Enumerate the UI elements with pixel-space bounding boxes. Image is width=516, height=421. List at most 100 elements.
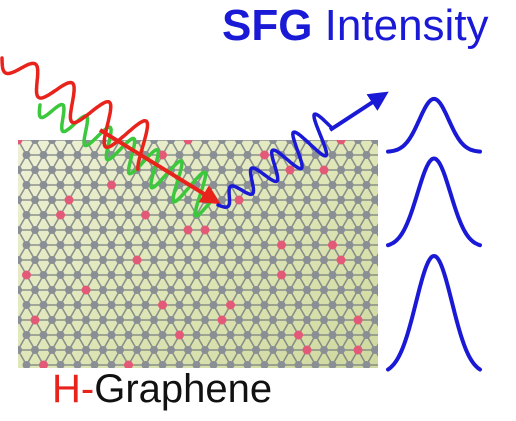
carbon-atom [133,316,141,324]
carbon-atom [303,196,311,204]
carbon-atom [56,301,65,309]
visible-beam-icon [0,56,150,172]
carbon-atom [388,136,396,144]
carbon-atom [252,316,260,324]
carbon-atom [124,331,133,339]
carbon-atom [260,331,269,339]
carbon-atom [345,271,354,279]
label-prefix: H- [52,367,95,411]
carbon-atom [184,346,192,354]
carbon-atom [150,140,158,144]
carbon-atom [107,301,116,309]
carbon-atom [192,271,201,279]
carbon-atom [337,226,345,234]
carbon-atom [65,226,73,234]
carbon-atom [201,140,209,144]
carbon-atom [39,331,48,339]
carbon-atom [184,196,192,204]
carbon-atom [73,271,82,279]
carbon-atom [388,166,396,174]
carbon-atom [48,256,56,264]
carbon-atom [337,166,345,174]
carbon-atom [90,181,99,189]
carbon-atom [116,316,124,324]
carbon-atom [294,301,303,309]
carbon-atom [286,196,294,204]
carbon-atom [31,256,39,264]
carbon-atom [73,151,82,159]
carbon-atom [320,196,328,204]
carbon-atom [39,181,48,189]
carbon-atom [286,376,294,384]
carbon-atom [73,181,82,189]
carbon-atom [18,316,22,324]
carbon-atom [328,331,337,339]
carbon-atom [90,241,99,249]
hydrogen-atom [81,285,91,295]
carbon-atom [65,286,73,294]
carbon-atom [133,196,141,204]
carbon-atom [397,241,405,249]
carbon-atom [184,166,192,174]
carbon-atom [141,361,150,368]
carbon-atom [380,271,388,279]
carbon-atom [243,241,252,249]
label-suffix: Graphene [94,367,273,411]
carbon-atom [252,196,260,204]
sfg-beam-arrow-icon [328,91,389,132]
carbon-atom [286,226,294,234]
carbon-atom [277,331,286,339]
sfg-intensity-peaks [386,96,482,372]
carbon-atom [371,286,378,294]
carbon-atom [269,140,277,144]
carbon-atom [260,361,269,368]
carbon-atom [56,331,65,339]
carbon-atom [82,196,90,204]
carbon-atom [22,331,31,339]
carbon-atom [133,226,141,234]
carbon-atom [328,301,337,309]
carbon-atom [175,151,184,159]
carbon-atom [345,361,354,368]
carbon-atom [82,256,90,264]
carbon-atom [48,196,56,204]
carbon-atom [354,256,362,264]
carbon-atom [18,286,22,294]
carbon-atom [397,301,405,309]
carbon-atom [184,256,192,264]
carbon-atom [371,196,378,204]
carbon-atom [362,211,371,219]
hydrogen-atom [319,165,329,175]
carbon-atom [311,241,320,249]
carbon-atom [277,301,286,309]
carbon-atom [39,241,48,249]
carbon-atom [260,301,269,309]
carbon-atom [209,361,218,368]
carbon-atom [158,241,167,249]
carbon-atom [124,301,133,309]
hydrogen-atom [294,330,303,340]
hydrogen-atom [158,300,167,310]
carbon-atom [371,140,378,144]
carbon-atom [158,361,167,368]
carbon-atom [99,346,107,354]
carbon-atom [354,226,362,234]
carbon-atom [380,361,388,369]
carbon-atom [56,151,65,159]
carbon-atom [82,316,90,324]
carbon-atom [90,331,99,339]
carbon-atom [226,151,235,159]
carbon-atom [167,256,175,264]
carbon-atom [218,140,226,144]
carbon-atom [31,226,39,234]
carbon-atom [65,140,73,144]
carbon-atom [90,361,99,368]
carbon-atom [277,181,286,189]
carbon-atom [22,301,31,309]
carbon-atom [320,226,328,234]
carbon-atom [22,181,31,189]
carbon-atom [328,271,337,279]
carbon-atom [303,166,311,174]
hydrogen-atom [183,140,193,145]
carbon-atom [328,211,337,219]
